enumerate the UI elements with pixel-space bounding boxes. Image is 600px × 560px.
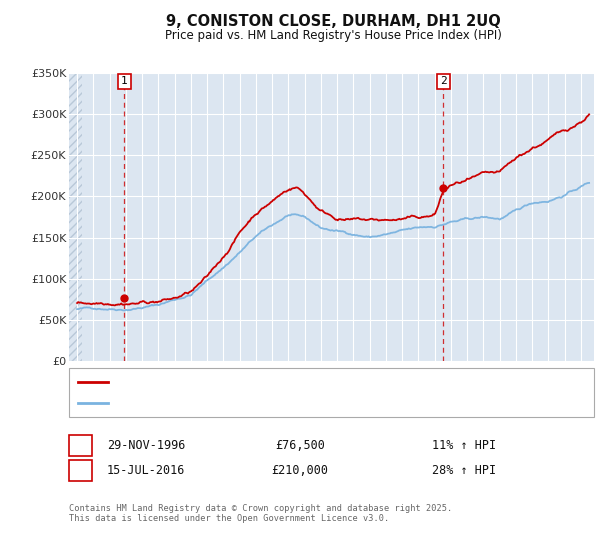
Text: HPI: Average price, detached house, County Durham: HPI: Average price, detached house, Coun… (114, 398, 420, 408)
Text: 29-NOV-1996: 29-NOV-1996 (107, 438, 185, 452)
Text: 2: 2 (77, 464, 84, 477)
Text: 1: 1 (121, 77, 128, 86)
Text: £210,000: £210,000 (271, 464, 329, 477)
Text: Price paid vs. HM Land Registry's House Price Index (HPI): Price paid vs. HM Land Registry's House … (164, 29, 502, 42)
Text: Contains HM Land Registry data © Crown copyright and database right 2025.
This d: Contains HM Land Registry data © Crown c… (69, 504, 452, 524)
Text: 11% ↑ HPI: 11% ↑ HPI (432, 438, 496, 452)
Text: 1: 1 (77, 438, 84, 452)
Text: 28% ↑ HPI: 28% ↑ HPI (432, 464, 496, 477)
Text: £76,500: £76,500 (275, 438, 325, 452)
Text: 9, CONISTON CLOSE, DURHAM, DH1 2UQ (detached house): 9, CONISTON CLOSE, DURHAM, DH1 2UQ (deta… (114, 377, 433, 387)
Text: 9, CONISTON CLOSE, DURHAM, DH1 2UQ: 9, CONISTON CLOSE, DURHAM, DH1 2UQ (166, 14, 500, 29)
Text: 15-JUL-2016: 15-JUL-2016 (107, 464, 185, 477)
Text: 2: 2 (440, 77, 447, 86)
